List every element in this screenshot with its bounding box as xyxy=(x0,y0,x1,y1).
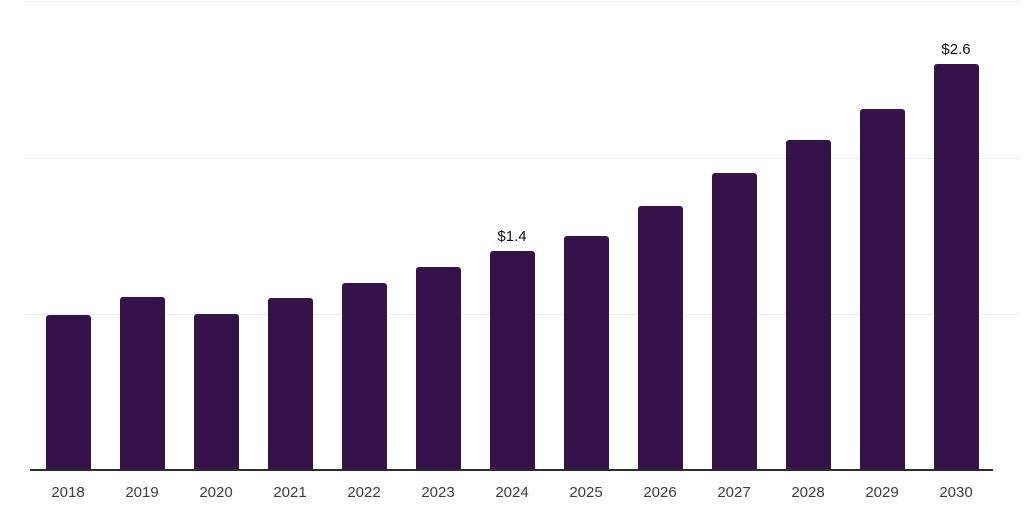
x-tick-label-2024: 2024 xyxy=(495,484,529,501)
x-tick-label-2025: 2025 xyxy=(569,484,603,501)
x-tick-label-2018: 2018 xyxy=(51,484,85,501)
gridline-3 xyxy=(25,1,1020,3)
x-axis-line xyxy=(30,469,993,471)
bar-2030 xyxy=(933,63,979,470)
bar-value-label-2030: $2.6 xyxy=(941,40,971,58)
gridline-2 xyxy=(25,157,1020,159)
x-tick-label-2020: 2020 xyxy=(199,484,233,501)
bar-2027 xyxy=(711,173,757,470)
bar-value-label-2024: $1.4 xyxy=(497,228,527,246)
bar-2025 xyxy=(563,235,609,470)
x-tick-label-2027: 2027 xyxy=(717,484,751,501)
bar-2018 xyxy=(45,315,91,470)
bar-2029 xyxy=(859,109,905,470)
x-tick-label-2028: 2028 xyxy=(791,484,825,501)
x-tick-label-2022: 2022 xyxy=(347,484,381,501)
bar-2028 xyxy=(785,140,831,470)
bar-2020 xyxy=(193,313,239,470)
x-tick-label-2023: 2023 xyxy=(421,484,455,501)
bar-2024 xyxy=(489,251,535,470)
x-tick-label-2019: 2019 xyxy=(125,484,159,501)
x-tick-label-2026: 2026 xyxy=(643,484,677,501)
bar-2019 xyxy=(119,296,165,470)
bar-2022 xyxy=(341,282,387,470)
x-tick-label-2021: 2021 xyxy=(273,484,307,501)
x-tick-label-2029: 2029 xyxy=(865,484,899,501)
bar-2021 xyxy=(267,298,313,470)
bar-2023 xyxy=(415,266,461,470)
bar-2026 xyxy=(637,205,683,470)
x-tick-label-2030: 2030 xyxy=(939,484,973,501)
